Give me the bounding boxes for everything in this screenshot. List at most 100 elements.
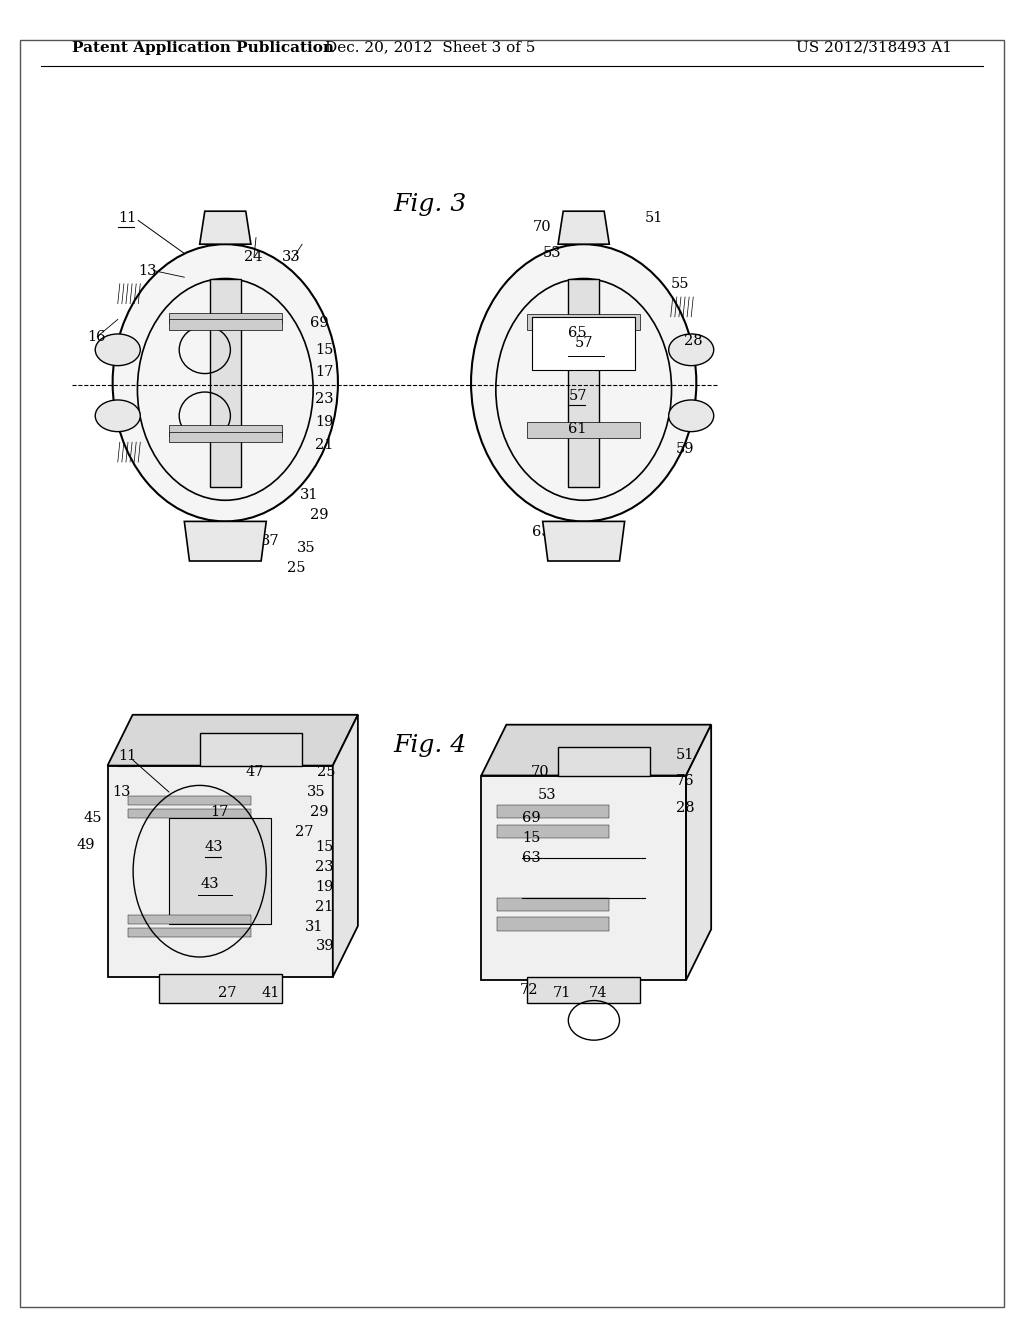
Text: 53: 53 [543, 247, 561, 260]
Text: 25: 25 [287, 561, 305, 574]
Polygon shape [481, 725, 711, 776]
Text: 35: 35 [307, 785, 326, 799]
Bar [169, 818, 271, 924]
Bar [128, 915, 251, 924]
Text: 61: 61 [568, 422, 587, 436]
Text: 65: 65 [568, 326, 587, 339]
Text: 29: 29 [310, 805, 329, 818]
Text: 17: 17 [315, 366, 334, 379]
Bar [558, 747, 650, 776]
Text: Fig. 4: Fig. 4 [393, 734, 467, 758]
Bar [210, 279, 241, 487]
Polygon shape [108, 715, 358, 766]
Polygon shape [200, 211, 251, 244]
Ellipse shape [471, 244, 696, 521]
Text: Dec. 20, 2012  Sheet 3 of 5: Dec. 20, 2012 Sheet 3 of 5 [325, 41, 536, 54]
Ellipse shape [95, 400, 140, 432]
Bar [532, 317, 635, 370]
Ellipse shape [113, 244, 338, 521]
Text: 41: 41 [261, 986, 280, 999]
Text: 31: 31 [300, 488, 318, 502]
Text: 43: 43 [205, 841, 223, 854]
Bar [169, 425, 282, 436]
Bar [497, 805, 609, 818]
Text: 31: 31 [305, 920, 324, 933]
Text: 76: 76 [676, 775, 694, 788]
Text: 51: 51 [645, 211, 664, 224]
Text: 70: 70 [530, 766, 549, 779]
Bar [200, 733, 302, 766]
Text: 13: 13 [113, 785, 131, 799]
Bar [497, 917, 609, 931]
Ellipse shape [669, 400, 714, 432]
Text: 55: 55 [671, 277, 689, 290]
Bar [128, 928, 251, 937]
Text: 19: 19 [315, 416, 334, 429]
Polygon shape [184, 521, 266, 561]
Bar [128, 809, 251, 818]
Bar [527, 977, 640, 1003]
Bar [169, 319, 282, 330]
Text: 27: 27 [218, 986, 237, 999]
Text: 43: 43 [201, 878, 219, 891]
Polygon shape [333, 715, 358, 977]
Ellipse shape [669, 334, 714, 366]
Bar [128, 796, 251, 805]
Text: 21: 21 [315, 438, 334, 451]
Bar [169, 313, 282, 323]
Text: 11: 11 [118, 211, 136, 224]
Text: 28: 28 [684, 334, 702, 347]
Text: 35: 35 [297, 541, 315, 554]
Text: 13: 13 [138, 264, 157, 277]
Text: 53: 53 [538, 788, 556, 801]
Text: 39: 39 [315, 940, 334, 953]
Ellipse shape [95, 334, 140, 366]
Text: 47: 47 [246, 766, 264, 779]
Polygon shape [558, 211, 609, 244]
Text: 70: 70 [532, 220, 551, 234]
Polygon shape [686, 725, 711, 979]
Text: 25: 25 [317, 766, 336, 779]
Text: 57: 57 [574, 337, 593, 350]
Text: 59: 59 [676, 442, 694, 455]
Text: 51: 51 [676, 748, 694, 762]
Text: 33: 33 [282, 251, 300, 264]
Text: 63: 63 [522, 851, 541, 865]
Text: 17: 17 [210, 805, 228, 818]
Text: US 2012/318493 A1: US 2012/318493 A1 [797, 41, 952, 54]
Text: 63: 63 [532, 525, 551, 539]
Text: 19: 19 [315, 880, 334, 894]
Text: 16: 16 [87, 330, 105, 343]
Bar [497, 898, 609, 911]
Polygon shape [481, 776, 686, 979]
Bar [527, 314, 640, 330]
Text: 29: 29 [310, 508, 329, 521]
Polygon shape [108, 766, 333, 977]
Text: 45: 45 [84, 812, 102, 825]
Text: 71: 71 [553, 986, 571, 999]
Text: Patent Application Publication: Patent Application Publication [72, 41, 334, 54]
Text: 27: 27 [295, 825, 313, 838]
Text: 57: 57 [568, 389, 587, 403]
Text: 24: 24 [244, 251, 262, 264]
Text: 21: 21 [315, 900, 334, 913]
Text: 69: 69 [310, 317, 329, 330]
Bar [568, 279, 599, 487]
Text: 37: 37 [261, 535, 280, 548]
Text: 72: 72 [520, 983, 539, 997]
Text: 15: 15 [315, 841, 334, 854]
Text: 74: 74 [589, 986, 607, 999]
Text: 28: 28 [676, 801, 694, 814]
Text: 23: 23 [315, 861, 334, 874]
Bar [497, 825, 609, 838]
Text: 69: 69 [522, 812, 541, 825]
Text: Fig. 3: Fig. 3 [393, 193, 467, 216]
Text: 11: 11 [118, 750, 136, 763]
Text: 15: 15 [522, 832, 541, 845]
Bar [159, 974, 282, 1003]
Bar [527, 422, 640, 438]
Text: 15: 15 [315, 343, 334, 356]
Text: 27: 27 [236, 535, 254, 548]
Polygon shape [543, 521, 625, 561]
Text: 23: 23 [315, 392, 334, 405]
